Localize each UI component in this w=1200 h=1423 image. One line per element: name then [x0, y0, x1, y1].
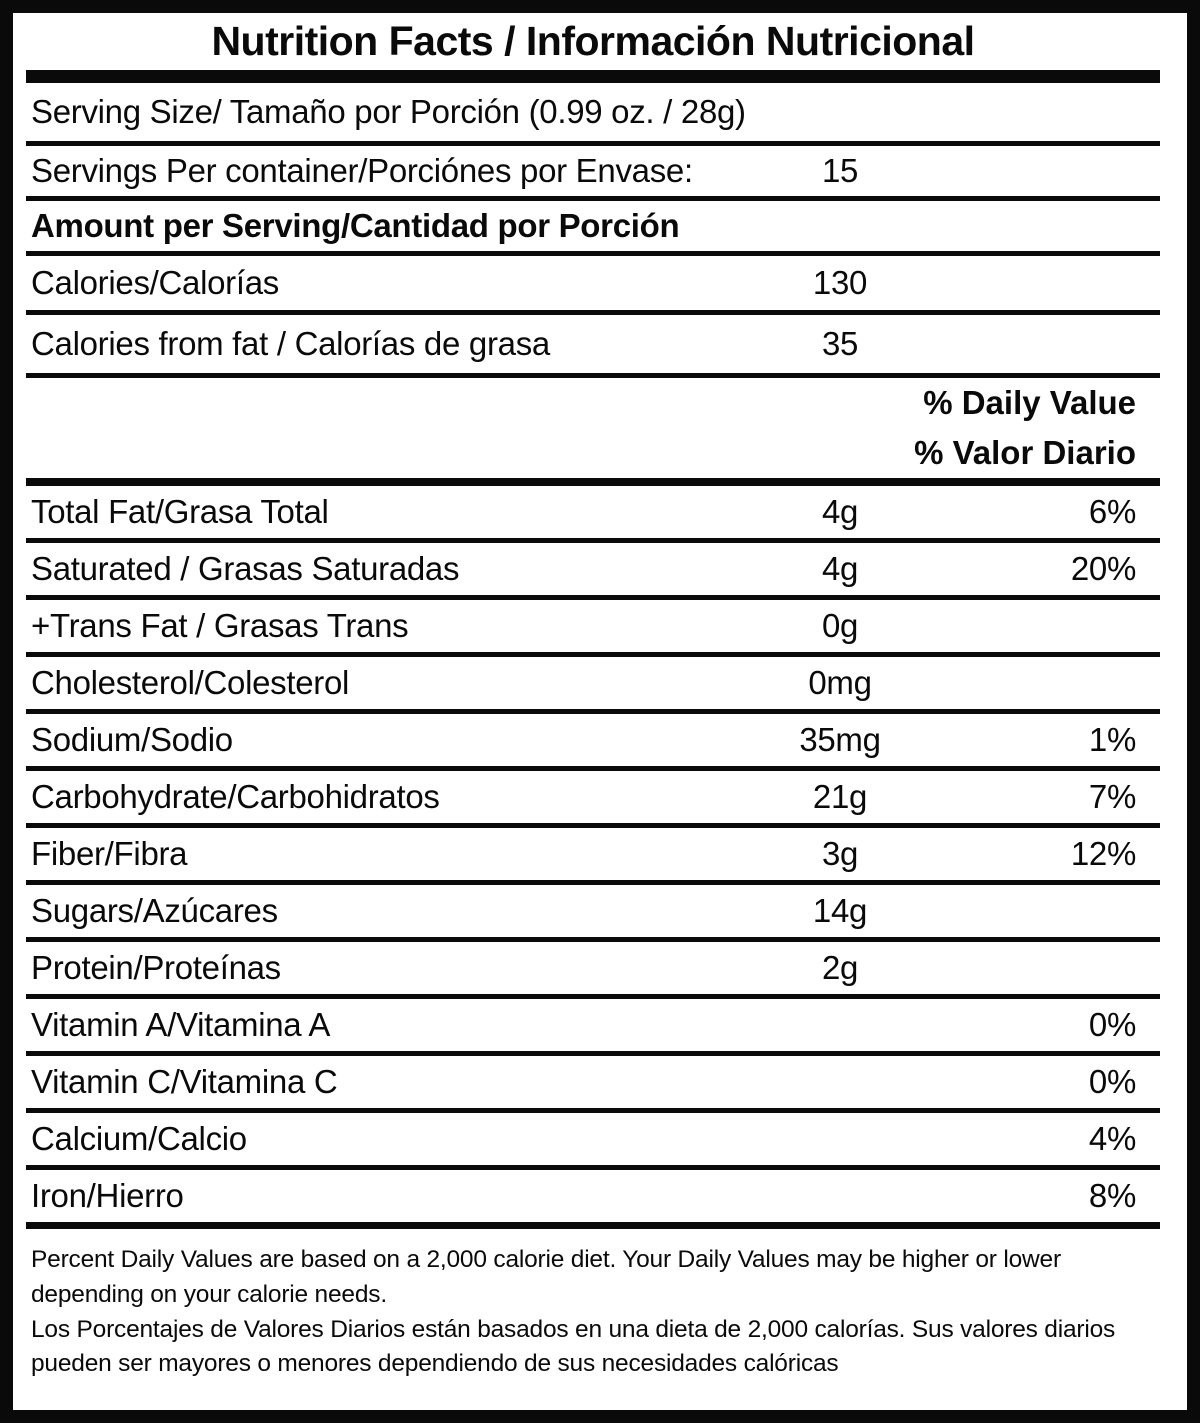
nutrient-label: Sugars/Azúcares — [31, 892, 278, 929]
nutrient-label: Calcium/Calcio — [31, 1120, 247, 1157]
nutrient-daily-value: 0% — [1088, 1063, 1136, 1100]
nutrient-row: Carbohydrate/Carbohidratos 21g 7% — [26, 771, 1160, 828]
nutrient-row: Protein/Proteínas 2g — [26, 942, 1160, 999]
nutrient-amount: 4g — [821, 550, 859, 587]
nutrient-label: Vitamin A/Vitamina A — [31, 1006, 331, 1043]
footnotes: Percent Daily Values are based on a 2,00… — [26, 1229, 1160, 1410]
calories-from-fat-value: 35 — [821, 325, 859, 362]
nutrient-label: Cholesterol/Colesterol — [31, 664, 350, 701]
nutrient-amount: 35mg — [799, 721, 881, 758]
nutrient-amount: 0mg — [808, 664, 872, 701]
footnote-english: Percent Daily Values are based on a 2,00… — [31, 1246, 1061, 1308]
servings-per-container-row: Servings Per container/Porciónes por Env… — [26, 146, 1160, 201]
serving-size-row: Serving Size/ Tamaño por Porción (0.99 o… — [26, 83, 1160, 146]
nutrient-amount: 4g — [821, 493, 859, 530]
calories-from-fat-label: Calories from fat / Calorías de grasa — [31, 325, 550, 362]
nutrient-amount: 0g — [821, 607, 859, 644]
nutrient-amount: 21g — [812, 778, 868, 815]
calories-from-fat-row: Calories from fat / Calorías de grasa 35 — [26, 315, 1160, 378]
nutrient-row: Total Fat/Grasa Total 4g 6% — [26, 486, 1160, 543]
nutrient-daily-value: 0% — [1088, 1006, 1136, 1043]
daily-value-header-es: % Valor Diario — [914, 434, 1136, 471]
nutrient-row: Saturated / Grasas Saturadas 4g 20% — [26, 543, 1160, 600]
nutrient-row: Iron/Hierro 8% — [26, 1170, 1160, 1229]
nutrient-daily-value: 1% — [1088, 721, 1136, 758]
nutrient-label: Iron/Hierro — [31, 1177, 184, 1214]
nutrient-row: +Trans Fat / Grasas Trans 0g — [26, 600, 1160, 657]
servings-per-container-value: 15 — [821, 152, 859, 189]
nutrient-daily-value: 7% — [1088, 778, 1136, 815]
nutrient-row: Fiber/Fibra 3g 12% — [26, 828, 1160, 885]
nutrient-label: Protein/Proteínas — [31, 949, 281, 986]
nutrient-label: Carbohydrate/Carbohidratos — [31, 778, 440, 815]
footnote-spanish: Los Porcentajes de Valores Diarios están… — [31, 1315, 1116, 1378]
nutrient-label: +Trans Fat / Grasas Trans — [31, 607, 409, 644]
nutrient-row: Sodium/Sodio 35mg 1% — [26, 714, 1160, 771]
calories-value: 130 — [812, 264, 868, 301]
nutrient-row: Vitamin C/Vitamina C 0% — [26, 1056, 1160, 1113]
nutrients: Total Fat/Grasa Total 4g 6% Saturated / … — [26, 486, 1160, 1229]
label-title: Nutrition Facts / Información Nutriciona… — [211, 18, 975, 64]
nutrient-label: Saturated / Grasas Saturadas — [31, 550, 460, 587]
nutrient-row: Vitamin A/Vitamina A 0% — [26, 999, 1160, 1056]
serving-size-text: Serving Size/ Tamaño por Porción (0.99 o… — [31, 93, 746, 130]
calories-row: Calories/Calorías 130 — [26, 256, 1160, 315]
nutrient-daily-value: 20% — [1070, 550, 1136, 587]
nutrient-daily-value: 6% — [1088, 493, 1136, 530]
amount-per-serving-heading: Amount per Serving/Cantidad por Porción — [31, 207, 680, 244]
nutrient-label: Fiber/Fibra — [31, 835, 188, 872]
daily-value-header-en: % Daily Value — [923, 384, 1136, 421]
nutrient-label: Sodium/Sodio — [31, 721, 233, 758]
nutrient-row: Cholesterol/Colesterol 0mg — [26, 657, 1160, 714]
nutrient-daily-value: 4% — [1088, 1120, 1136, 1157]
nutrient-row: Sugars/Azúcares 14g — [26, 885, 1160, 942]
nutrient-amount: 3g — [821, 835, 859, 872]
title-separator-bar — [26, 70, 1160, 83]
nutrient-row: Calcium/Calcio 4% — [26, 1113, 1160, 1170]
nutrient-daily-value: 12% — [1070, 835, 1136, 872]
daily-value-header: % Daily Value % Valor Diario — [26, 378, 1160, 486]
amount-per-serving-row: Amount per Serving/Cantidad por Porción — [26, 201, 1160, 256]
nutrient-daily-value: 8% — [1088, 1177, 1136, 1214]
nutrient-amount: 14g — [812, 892, 868, 929]
nutrient-label: Total Fat/Grasa Total — [31, 493, 329, 530]
nutrient-amount: 2g — [821, 949, 859, 986]
calories-label: Calories/Calorías — [31, 264, 279, 301]
servings-per-container-label: Servings Per container/Porciónes por Env… — [31, 152, 693, 189]
nutrient-label: Vitamin C/Vitamina C — [31, 1063, 338, 1100]
